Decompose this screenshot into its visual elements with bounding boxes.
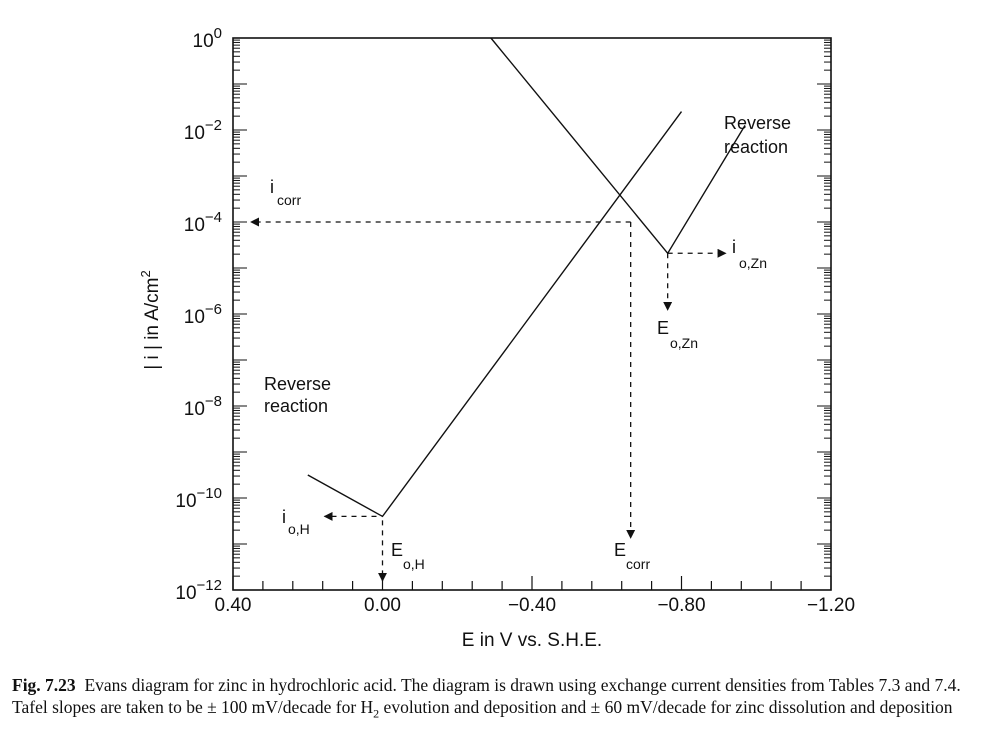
y-tick-label: 10−12 (175, 577, 222, 604)
x-tick-label: 0.00 (364, 595, 401, 616)
x-tick-label: −1.20 (807, 595, 855, 616)
reverse-right-line2: reaction (724, 137, 788, 157)
figure-caption: Fig. 7.23 Evans diagram for zinc in hydr… (12, 674, 984, 725)
y-tick-label-exponent: −4 (205, 209, 222, 226)
reverse-left-line1: Reverse (264, 374, 331, 394)
ioh-label: i (282, 507, 286, 527)
x-tick-label: −0.80 (657, 595, 705, 616)
x-tick-label: −0.40 (508, 595, 556, 616)
ecorr-label: E (614, 540, 626, 560)
y-tick-label-base: 10 (184, 123, 205, 144)
reverse-right-line1: Reverse (724, 113, 791, 133)
y-axis-label-main: | i | in A/cm (142, 278, 163, 370)
y-tick-label-exponent: −6 (205, 301, 222, 318)
eoh-label: E (391, 540, 403, 560)
iozn-label: i (732, 237, 736, 257)
x-axis-label: E in V vs. S.H.E. (462, 630, 602, 651)
y-tick-label-exponent: −10 (197, 485, 222, 502)
zinc-curve (490, 37, 746, 255)
y-tick-label: 10−2 (184, 117, 222, 144)
y-tick-label-exponent: 0 (214, 25, 222, 42)
y-tick-label: 100 (193, 25, 222, 52)
caption-subscript: 2 (373, 706, 380, 721)
y-tick-label: 10−10 (175, 485, 222, 512)
iozn-subscript: o,Zn (739, 255, 767, 271)
y-tick-label: 10−4 (184, 209, 222, 236)
icorr-label: i (270, 177, 274, 197)
caption-text-2: evolution and deposition and ± 60 mV/dec… (379, 697, 953, 717)
y-tick-label: 10−6 (184, 301, 222, 328)
axis-ticks (232, 39, 832, 591)
x-tick-label: 0.40 (215, 595, 252, 616)
evans-diagram: 0.40 0.00 −0.40 −0.80 −1.2010010−210−410−610… (138, 25, 855, 651)
y-tick-label-exponent: −8 (205, 393, 222, 410)
tick-labels: 0.40 0.00 −0.40 −0.80 −1.2010010−210−410−610… (175, 25, 855, 616)
y-tick-label-exponent: −2 (205, 117, 222, 134)
ecorr-subscript: corr (626, 556, 650, 572)
y-axis-label-sup: 2 (138, 270, 153, 277)
y-tick-label-base: 10 (193, 31, 214, 52)
hydrogen-curve (307, 111, 683, 518)
eozn-label: E (657, 318, 669, 338)
eozn-subscript: o,Zn (670, 335, 698, 351)
ioh-subscript: o,H (288, 521, 310, 537)
y-tick-label-base: 10 (184, 215, 205, 236)
y-tick-label-base: 10 (175, 583, 196, 604)
caption-text-1: Evans diagram for zinc in hydrochloric a… (12, 675, 961, 717)
y-tick-label-base: 10 (175, 491, 196, 512)
y-tick-label-base: 10 (184, 399, 205, 420)
y-tick-label: 10−8 (184, 393, 222, 420)
y-axis-label: | i | in A/cm2 (138, 270, 163, 369)
svg-text:| i | in A/cm2: | i | in A/cm2 (138, 270, 163, 369)
y-tick-label-base: 10 (184, 307, 205, 328)
reverse-left-line2: reaction (264, 396, 328, 416)
eoh-subscript: o,H (403, 556, 425, 572)
caption-label: Fig. 7.23 (12, 675, 76, 695)
icorr-subscript: corr (277, 192, 301, 208)
y-tick-label-exponent: −12 (197, 577, 222, 594)
